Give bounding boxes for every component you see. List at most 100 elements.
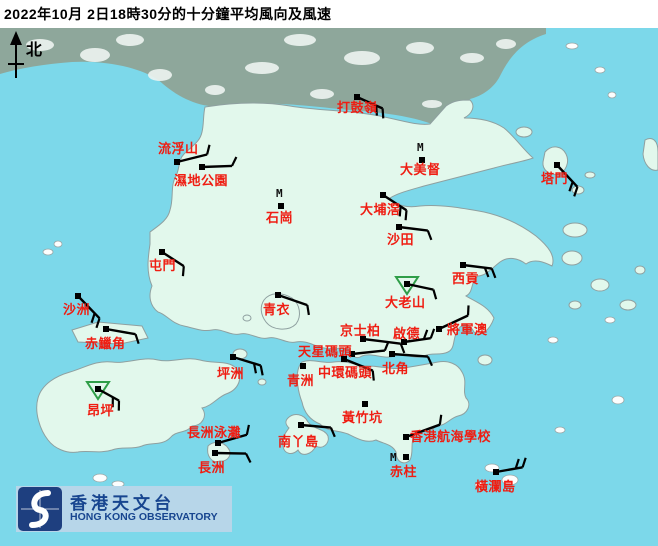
wind-barb-feather [429,328,436,339]
station-dot [215,440,221,446]
station-label: 濕地公園 [174,173,228,188]
station-長洲: 長洲 [198,450,252,475]
station-天星碼頭: 天星碼頭 [298,340,390,359]
station-label: 大美督 [400,162,441,177]
wind-barb-feather [375,105,378,116]
wind-barb-shaft [277,293,308,307]
station-label: 天星碼頭 [298,344,353,359]
station-dot [354,94,360,100]
station-大老山: 大老山 [385,276,438,310]
station-dot [230,354,236,360]
station-label: 大老山 [385,295,426,310]
wind-barb-feather [568,181,574,192]
station-label: 北角 [382,361,409,376]
wind-barb-shaft [300,423,331,429]
wind-barb-shaft [362,337,401,345]
wind-barb-shaft [77,295,101,320]
wind-barb-shaft [405,423,441,439]
wind-barb-shaft [391,352,428,358]
wind-barb-feather [245,424,250,435]
station-南丫島: 南丫島 [278,422,336,449]
station-label: 香港航海學校 [409,429,492,444]
station-大埔滘: 大埔滘 [360,192,408,221]
station-赤柱: M赤柱 [390,451,417,479]
station-橫瀾島: 橫瀾島 [475,457,527,494]
wind-barb-shaft [351,349,385,356]
station-dot [349,351,355,357]
station-dot [103,326,109,332]
wind-barb-feather [422,329,429,340]
station-打鼓嶺: 打鼓嶺 [337,94,385,119]
station-dot [401,339,407,345]
wind-barb-feather [398,206,402,217]
station-label: 塔門 [541,171,568,186]
wind-barb-feather [230,156,238,167]
wind-barb-feather [514,458,520,469]
wind-barb-feather [521,457,527,468]
station-dot [341,356,347,362]
wind-barb-shaft [382,193,408,212]
wind-barb-feather [426,356,433,367]
ping-chau-island [642,138,658,171]
wind-barb-feather [483,267,490,278]
wind-barb-feather [245,453,252,463]
m-marker: M [390,451,397,464]
station-石崗: M 石崗 [265,187,293,225]
m-marker: M [276,187,283,200]
wind-barb-shaft [406,282,434,291]
wind-barb-shaft [462,263,492,270]
wind-barb-feather [573,186,579,197]
wind-barb-feather [306,304,310,316]
station-dot [362,401,368,407]
north-arrow-icon [8,31,24,78]
hko-logo: 香港天文台 HONG KONG OBSERVATORY [16,486,232,532]
wind-barb-feather [206,144,211,155]
wind-barb-feather [90,312,96,324]
wind-barb-shaft [398,225,428,232]
wind-barb-shaft [217,433,248,445]
station-中環碼頭: 中環碼頭 [318,356,375,381]
wind-barb-feather [399,343,406,354]
station-dot [275,292,281,298]
wind-barb-feather [252,363,258,374]
station-濕地公園: 濕地公園 [174,156,238,188]
station-dot [396,224,402,230]
station-屯門: 屯門 [149,249,185,277]
station-label: 中環碼頭 [318,365,373,380]
m-marker: M [417,141,424,154]
page-title: 2022年10月 2日18時30分的十分鐘平均風向及風速 [4,6,332,22]
wind-barb-feather [466,305,470,316]
station-dot [212,450,218,456]
station-label: 啟德 [393,326,420,341]
station-沙田: 沙田 [387,224,433,247]
wind-barb-feather [329,427,336,438]
tsing-yi-island [260,293,300,330]
station-香港航海學校: 香港航海學校 [403,414,492,444]
station-京士柏: 京士柏 [340,323,406,354]
station-label: 青衣 [263,302,290,317]
wind-barb-shaft [438,314,469,331]
station-長洲泳灘: 長洲泳灘 [187,424,250,446]
station-label: 石崗 [265,210,293,225]
station-dot [403,454,409,460]
station-西貢: 西貢 [452,262,497,286]
station-沙洲: 沙洲 [63,293,101,329]
wind-barb-shaft [495,466,523,474]
wind-barb-feather [404,210,408,221]
station-dot [199,164,205,170]
station-塔門: 塔門 [541,162,579,197]
station-label: 打鼓嶺 [337,100,378,115]
wind-barb-feather [259,365,264,376]
station-dot [460,262,466,268]
lamma-island [282,414,329,455]
station-dot [159,249,165,255]
station-label: 赤鱲角 [85,336,126,351]
logo-chinese-name: 香港天文台 [70,493,175,513]
wind-barb-shaft [556,164,579,188]
wind-barb-feather [426,230,433,241]
station-黃竹坑: 黃竹坑 [341,401,382,425]
land-masses [36,99,658,464]
station-dot [419,157,425,163]
station-流浮山: 流浮山 [158,141,211,165]
